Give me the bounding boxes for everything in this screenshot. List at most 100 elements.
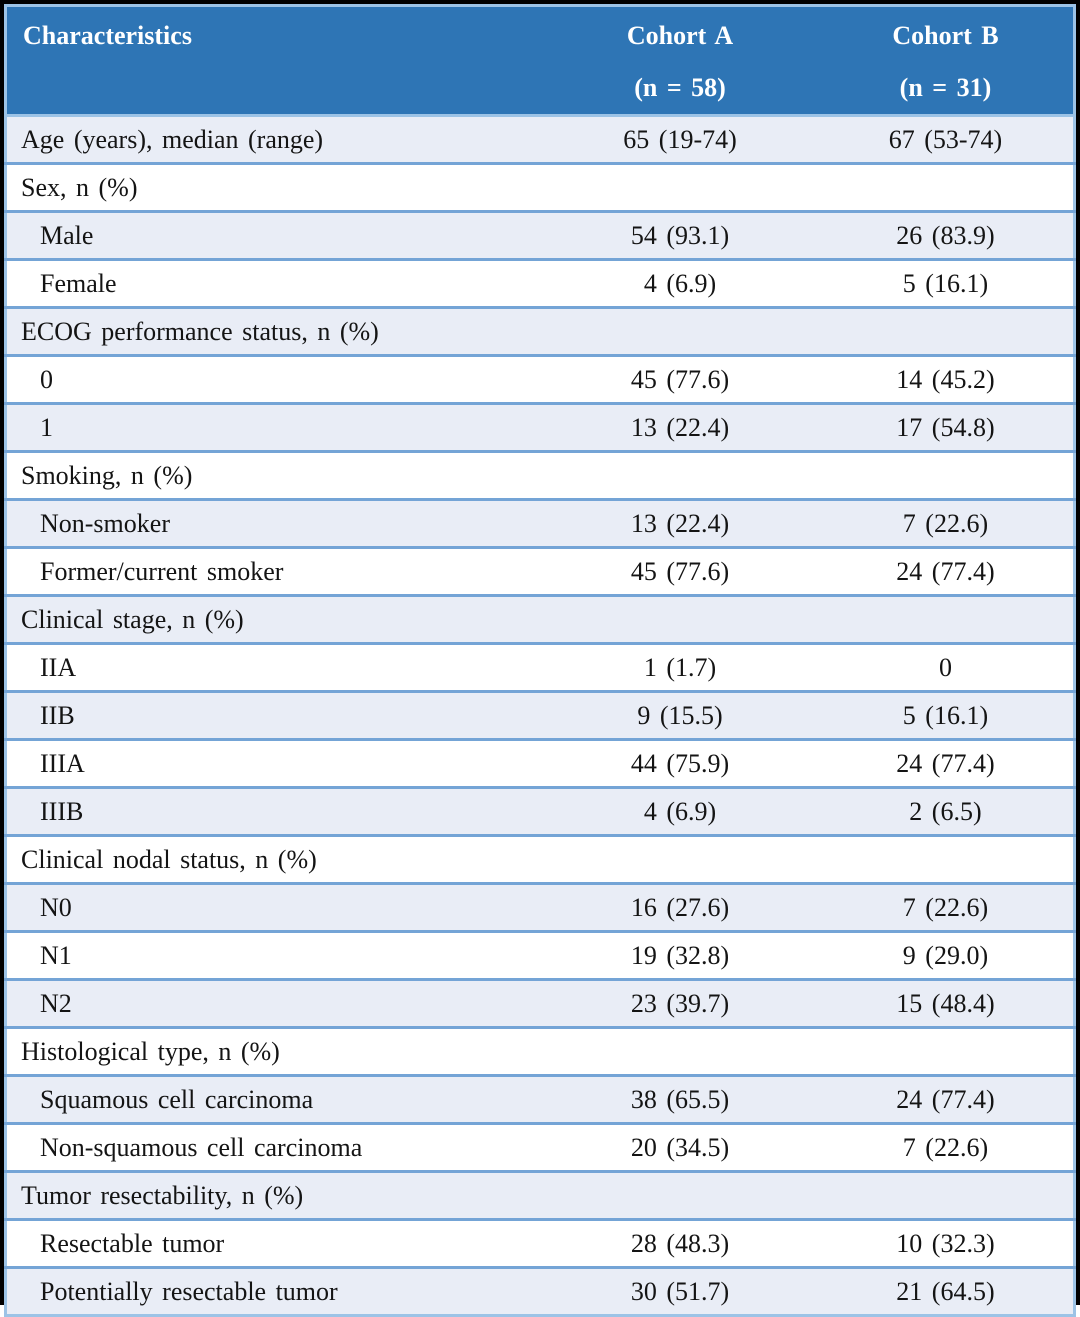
- table-row: IIB 9 (15.5) 5 (16.1): [5, 691, 1075, 740]
- characteristics-header-label: Characteristics: [23, 21, 192, 50]
- row-label: 1: [40, 412, 53, 442]
- cohort-b-title: Cohort B: [892, 21, 999, 50]
- table-row: Male 54 (93.1) 26 (83.9): [5, 211, 1075, 260]
- cohort-b-value: 14 (45.2): [896, 364, 995, 394]
- cohort-a-value: [542, 308, 818, 356]
- cohort-a-value: 13 (22.4): [630, 508, 730, 538]
- table-row: Smoking, n (%): [5, 451, 1075, 500]
- table-row: Potentially resectable tumor 30 (51.7) 2…: [5, 1267, 1075, 1316]
- row-label: Tumor resectability, n (%): [21, 1180, 304, 1210]
- row-label: Non-squamous cell carcinoma: [40, 1132, 363, 1162]
- cohort-b-value: 7 (22.6): [902, 1132, 989, 1162]
- cohort-b-header: Cohort B (n = 31): [817, 5, 1075, 117]
- row-label: IIIB: [40, 796, 84, 826]
- cohort-b-value: 17 (54.8): [896, 412, 995, 442]
- cohort-a-value: [542, 596, 818, 644]
- cohort-a-value: [542, 452, 818, 500]
- row-label: 0: [40, 364, 53, 394]
- cohort-b-n: (n = 31): [899, 73, 992, 102]
- row-label: ECOG performance status, n (%): [21, 316, 379, 346]
- cohort-a-value: 45 (77.6): [630, 364, 730, 394]
- table-row: N2 23 (39.7) 15 (48.4): [5, 979, 1075, 1028]
- cohort-b-value: 9 (29.0): [902, 940, 989, 970]
- table-row: N1 19 (32.8) 9 (29.0): [5, 931, 1075, 980]
- table-row: IIIB 4 (6.9) 2 (6.5): [5, 787, 1075, 836]
- table-row: Tumor resectability, n (%): [5, 1171, 1075, 1220]
- cohort-b-value: 24 (77.4): [896, 748, 995, 778]
- row-label: N1: [40, 940, 72, 970]
- cohort-a-value: 28 (48.3): [630, 1228, 730, 1258]
- cohort-a-value: [542, 836, 818, 884]
- row-label: Potentially resectable tumor: [40, 1276, 338, 1306]
- cohort-b-value: 5 (16.1): [902, 700, 989, 730]
- table-row: Non-smoker 13 (22.4) 7 (22.6): [5, 499, 1075, 548]
- cohort-a-value: 4 (6.9): [643, 796, 717, 826]
- row-label: Sex, n (%): [21, 172, 138, 202]
- row-label: IIIA: [40, 748, 85, 778]
- table-row: 1 13 (22.4) 17 (54.8): [5, 403, 1075, 452]
- table-row: Squamous cell carcinoma 38 (65.5) 24 (77…: [5, 1075, 1075, 1124]
- cohort-b-value: 10 (32.3): [896, 1228, 995, 1258]
- cohort-a-header: Cohort A (n = 58): [542, 5, 818, 117]
- cohort-a-value: 30 (51.7): [630, 1276, 730, 1306]
- row-label: Resectable tumor: [40, 1228, 225, 1258]
- table-row: Resectable tumor 28 (48.3) 10 (32.3): [5, 1219, 1075, 1268]
- cohort-a-value: 23 (39.7): [630, 988, 730, 1018]
- cohort-a-value: 20 (34.5): [630, 1132, 730, 1162]
- table-row: Sex, n (%): [5, 163, 1075, 212]
- cohort-a-value: 65 (19-74): [623, 124, 737, 154]
- cohort-a-value: 9 (15.5): [637, 700, 723, 730]
- cohort-b-value: [818, 836, 1075, 884]
- table-row: Histological type, n (%): [5, 1027, 1075, 1076]
- cohort-b-value: 24 (77.4): [896, 556, 995, 586]
- cohort-b-value: 21 (64.5): [896, 1276, 995, 1306]
- table-row: Former/current smoker 45 (77.6) 24 (77.4…: [5, 547, 1075, 596]
- row-label: Smoking, n (%): [21, 460, 193, 490]
- row-label: Clinical nodal status, n (%): [21, 844, 317, 874]
- table-row: Clinical nodal status, n (%): [5, 835, 1075, 884]
- cohort-b-value: 24 (77.4): [896, 1084, 995, 1114]
- cohort-a-n: (n = 58): [634, 73, 726, 102]
- row-label: Former/current smoker: [40, 556, 284, 586]
- cohort-b-value: 5 (16.1): [902, 268, 989, 298]
- cohort-a-value: 16 (27.6): [630, 892, 730, 922]
- table-row: N0 16 (27.6) 7 (22.6): [5, 883, 1075, 932]
- cohort-b-value: [818, 308, 1075, 356]
- cohort-a-value: 1 (1.7): [643, 652, 717, 682]
- table-row: IIIA 44 (75.9) 24 (77.4): [5, 739, 1075, 788]
- cohort-a-value: 45 (77.6): [630, 556, 730, 586]
- cohort-b-value: [818, 164, 1075, 212]
- table-row: ECOG performance status, n (%): [5, 307, 1075, 356]
- cohort-a-value: 38 (65.5): [630, 1084, 730, 1114]
- cohort-b-value: 67 (53-74): [888, 124, 1003, 154]
- cohort-a-value: 13 (22.4): [630, 412, 730, 442]
- table-row: Non-squamous cell carcinoma 20 (34.5) 7 …: [5, 1123, 1075, 1172]
- cohort-b-value: [818, 596, 1075, 644]
- table-row: Clinical stage, n (%): [5, 595, 1075, 644]
- cohort-b-value: [818, 1028, 1075, 1076]
- cohort-a-value: 54 (93.1): [630, 220, 730, 250]
- table-header: Characteristics Cohort A (n = 58) Cohort…: [5, 5, 1075, 117]
- row-label: IIA: [40, 652, 77, 682]
- row-label: Male: [40, 220, 94, 250]
- patient-characteristics-table: Characteristics Cohort A (n = 58) Cohort…: [4, 4, 1076, 1317]
- table-row: Age (years), median (range) 65 (19-74) 6…: [5, 115, 1075, 164]
- cohort-b-value: 26 (83.9): [896, 220, 995, 250]
- cohort-a-value: [542, 1028, 818, 1076]
- row-label: Non-smoker: [40, 508, 170, 538]
- cohort-a-title: Cohort A: [626, 21, 734, 50]
- cohort-b-value: 2 (6.5): [909, 796, 982, 826]
- cohort-b-value: 7 (22.6): [902, 508, 989, 538]
- table-body: Age (years), median (range) 65 (19-74) 6…: [5, 115, 1075, 1316]
- row-label: Clinical stage, n (%): [21, 604, 244, 634]
- cohort-b-value: [818, 452, 1075, 500]
- cohort-a-value: 44 (75.9): [630, 748, 730, 778]
- row-label: Squamous cell carcinoma: [40, 1084, 314, 1114]
- cohort-b-value: [818, 1172, 1075, 1220]
- cohort-b-value: 7 (22.6): [902, 892, 989, 922]
- characteristics-header: Characteristics: [5, 5, 543, 117]
- row-label: N0: [40, 892, 72, 922]
- table-row: Female 4 (6.9) 5 (16.1): [5, 259, 1075, 308]
- cohort-a-value: 4 (6.9): [643, 268, 717, 298]
- header-row: Characteristics Cohort A (n = 58) Cohort…: [5, 5, 1075, 117]
